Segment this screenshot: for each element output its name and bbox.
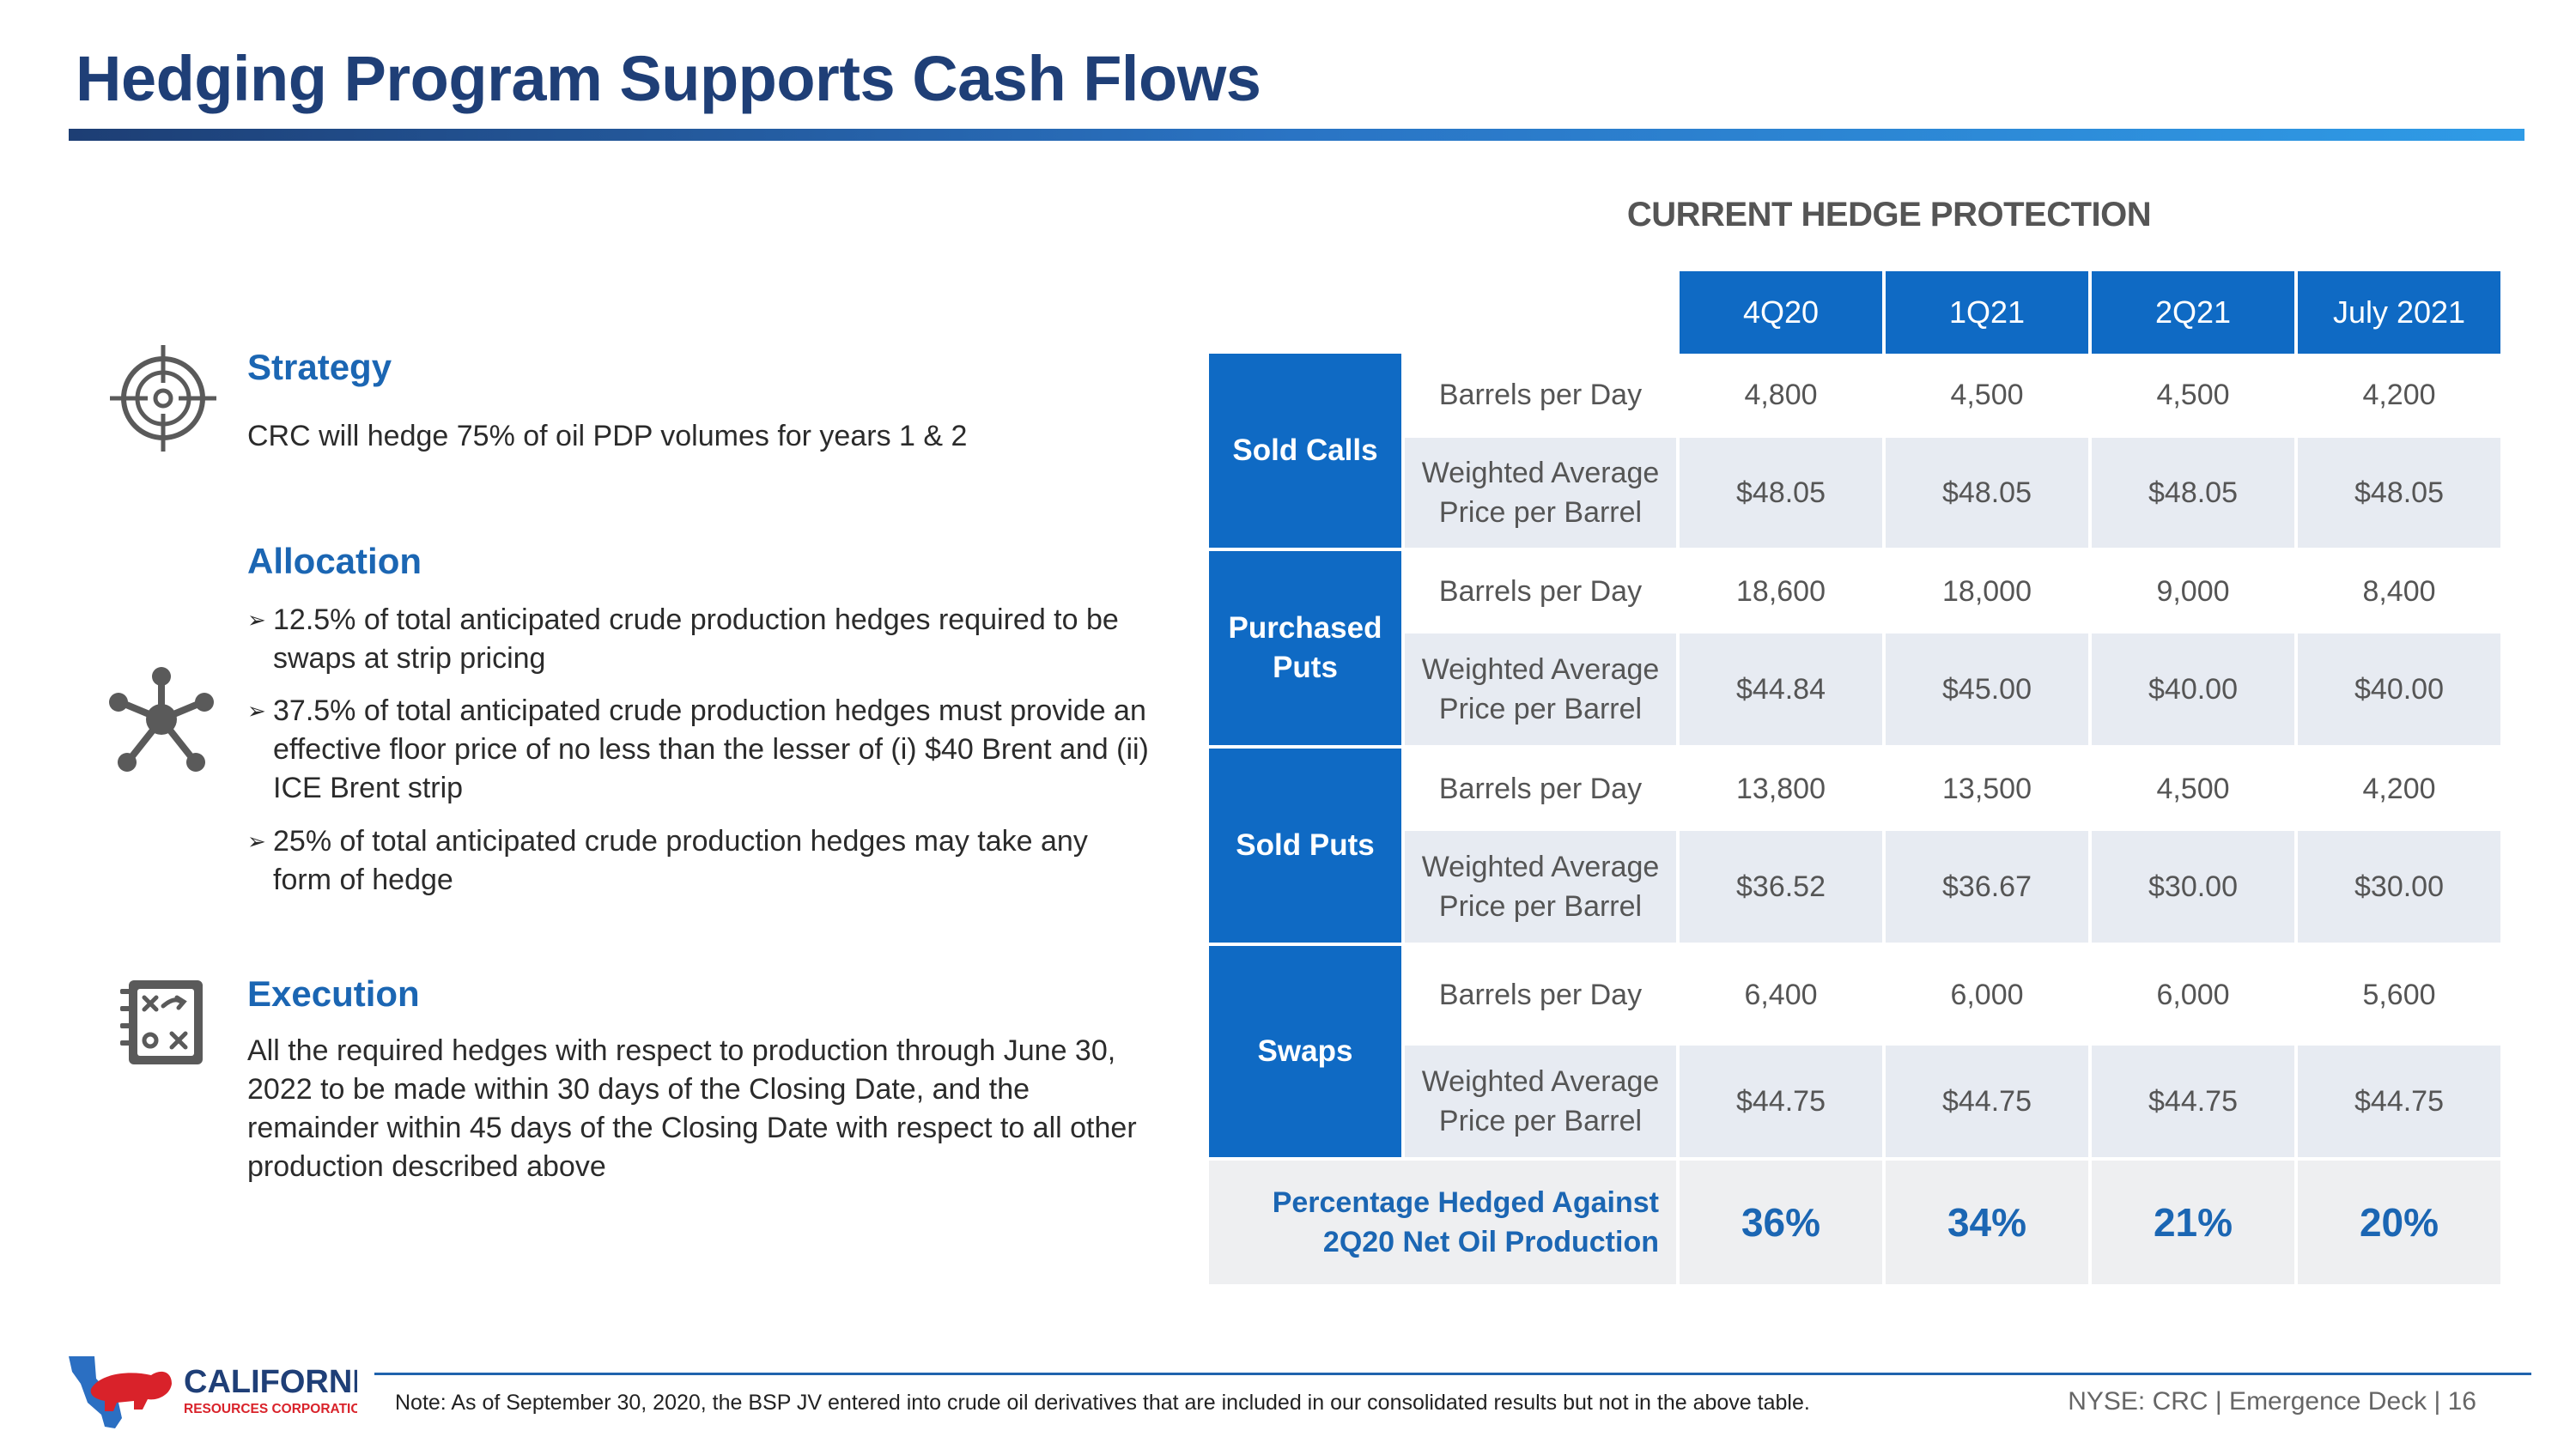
logo-wordmark: CALIFORNIA: [184, 1364, 357, 1400]
target-icon: [110, 345, 216, 452]
table-cell: $36.67: [1886, 831, 2088, 943]
table-cell: $40.00: [2298, 634, 2500, 745]
execution-text: All the required hedges with respect to …: [247, 1034, 1137, 1183]
table-cell: 4,200: [2362, 772, 2436, 805]
percentage-row-label: Percentage Hedged Against 2Q20 Net Oil P…: [1209, 1161, 1676, 1284]
allocation-bullet: ➢ 25% of total anticipated crude producti…: [247, 822, 1149, 900]
table-cell: $48.05: [1680, 438, 1882, 548]
table-cell: $44.75: [2298, 1046, 2500, 1157]
row-label: Barrels per Day: [1438, 379, 1643, 411]
table-cell: 6,400: [1744, 978, 1818, 1011]
table-cell: $30.00: [2092, 831, 2294, 943]
title-underline: [69, 129, 2524, 141]
strategy-board-icon: [120, 980, 203, 1064]
group-label-purchased-puts: Purchased Puts: [1209, 551, 1401, 745]
table-cell: 5,600: [2362, 978, 2436, 1011]
logo-subtitle: RESOURCES CORPORATION: [184, 1402, 357, 1416]
row-label: Weighted Average Price per Barrel: [1405, 438, 1676, 548]
column-header: 4Q20: [1680, 271, 1882, 354]
table-cell: 18,000: [1942, 574, 2032, 608]
table-cell: $48.05: [2298, 438, 2500, 548]
row-label: Weighted Average Price per Barrel: [1405, 1046, 1676, 1157]
table-cell: 6,000: [2156, 978, 2230, 1011]
group-label-sold-calls: Sold Calls: [1209, 354, 1401, 548]
row-label: Barrels per Day: [1438, 979, 1643, 1011]
row-label: Weighted Average Price per Barrel: [1405, 831, 1676, 943]
table-cell: 6,000: [1950, 978, 2024, 1011]
row-label: Barrels per Day: [1438, 773, 1643, 805]
table-cell: 9,000: [2156, 574, 2230, 608]
page-title: Hedging Program Supports Cash Flows: [76, 43, 1261, 114]
table-cell: $44.75: [1886, 1046, 2088, 1157]
column-header: 2Q21: [2092, 271, 2294, 354]
table-cell: 4,800: [1744, 378, 1818, 411]
table-cell: 4,500: [2156, 772, 2230, 805]
network-icon: [109, 667, 214, 772]
table-cell: 4,500: [2156, 378, 2230, 411]
table-cell: 13,500: [1942, 772, 2032, 805]
table-cell: 8,400: [2362, 574, 2436, 608]
percentage-cell: 34%: [1886, 1161, 2088, 1284]
table-cell: $40.00: [2092, 634, 2294, 745]
bullet-arrow-icon: ➢: [247, 828, 266, 854]
table-cell: $30.00: [2298, 831, 2500, 943]
table-cell: $36.52: [1680, 831, 1882, 943]
table-cell: $44.75: [1680, 1046, 1882, 1157]
row-label: Barrels per Day: [1438, 575, 1643, 608]
table-cell: $48.05: [2092, 438, 2294, 548]
strategy-heading: Strategy: [247, 347, 392, 387]
bullet-arrow-icon: ➢: [247, 607, 266, 633]
group-label-sold-puts: Sold Puts: [1209, 749, 1401, 943]
allocation-bullet: ➢ 37.5% of total anticipated crude produc…: [247, 692, 1149, 808]
row-label: Weighted Average Price per Barrel: [1405, 634, 1676, 745]
column-header: 1Q21: [1886, 271, 2088, 354]
table-cell: $44.75: [2092, 1046, 2294, 1157]
table-cell: 4,500: [1950, 378, 2024, 411]
allocation-bullet-text: 25% of total anticipated crude productio…: [273, 825, 1088, 896]
allocation-bullet-text: 37.5% of total anticipated crude product…: [273, 694, 1149, 804]
column-header: July 2021: [2298, 271, 2500, 354]
bullet-arrow-icon: ➢: [247, 698, 266, 724]
table-cell: $48.05: [1886, 438, 2088, 548]
footer-divider: [374, 1373, 2531, 1375]
percentage-cell: 20%: [2298, 1161, 2500, 1284]
allocation-bullet: ➢ 12.5% of total anticipated crude produc…: [247, 601, 1149, 678]
table-cell: 13,800: [1736, 772, 1826, 805]
table-cell: $44.84: [1680, 634, 1882, 745]
page-reference: NYSE: CRC | Emergence Deck | 16: [2068, 1387, 2476, 1416]
table-title: CURRENT HEDGE PROTECTION: [1626, 196, 2152, 233]
table-cell: 4,200: [2362, 378, 2436, 411]
footer-note: Note: As of September 30, 2020, the BSP …: [395, 1391, 1810, 1415]
allocation-bullet-text: 12.5% of total anticipated crude product…: [273, 603, 1119, 675]
table-cell: $45.00: [1886, 634, 2088, 745]
strategy-text: CRC will hedge 75% of oil PDP volumes fo…: [247, 420, 968, 452]
table-cell: 18,600: [1736, 574, 1826, 608]
percentage-cell: 21%: [2092, 1161, 2294, 1284]
company-logo: CALIFORNIA RESOURCES CORPORATION: [69, 1356, 357, 1428]
group-label-swaps: Swaps: [1209, 946, 1401, 1157]
allocation-heading: Allocation: [247, 541, 422, 581]
percentage-cell: 36%: [1680, 1161, 1882, 1284]
execution-heading: Execution: [247, 973, 420, 1014]
